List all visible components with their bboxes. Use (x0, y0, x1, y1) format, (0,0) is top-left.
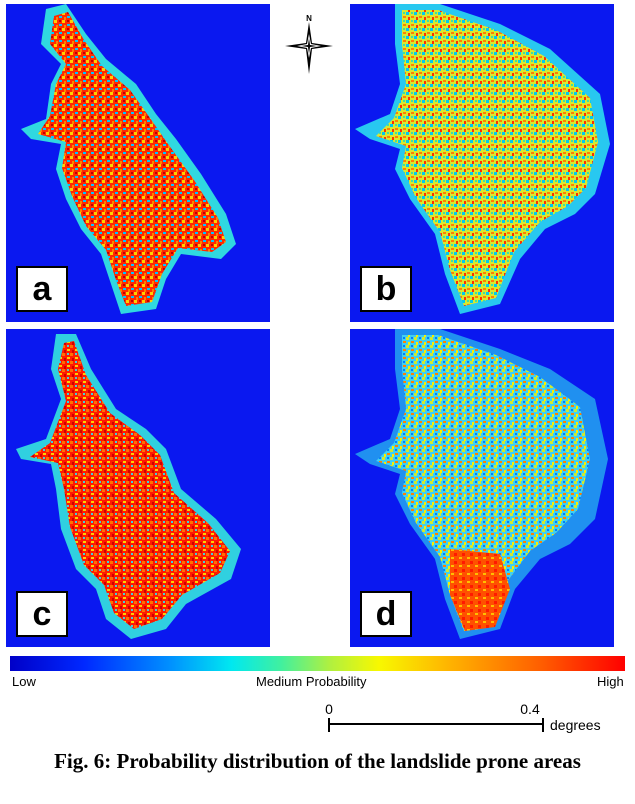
scale-bar: 0 0.4 degrees (325, 701, 601, 733)
landslide-map-c (16, 334, 241, 639)
scale-start-label: 0 (325, 701, 333, 717)
map-panel-b: b (350, 4, 614, 322)
panel-label-c: c (16, 591, 68, 637)
landslide-map-d (355, 329, 608, 639)
scale-unit-label: degrees (550, 717, 601, 733)
landslide-map-a (21, 4, 236, 314)
landslide-map-b (355, 4, 610, 314)
map-panel-c: c (6, 329, 270, 647)
panel-label-b: b (360, 266, 412, 312)
north-arrow: N (277, 14, 341, 78)
legend-medium-label: Medium Probability (256, 674, 367, 689)
map-panel-a: a (6, 4, 270, 322)
probability-colorbar (10, 656, 625, 671)
north-label: N (306, 14, 312, 23)
figure-caption: Fig. 6: Probability distribution of the … (54, 749, 581, 773)
legend-high-label: High (597, 674, 624, 689)
legend-low-label: Low (12, 674, 36, 689)
panel-label-a: a (16, 266, 68, 312)
scale-end-label: 0.4 (520, 701, 540, 717)
map-panel-d: d (350, 329, 614, 647)
compass-star-icon: N (285, 14, 333, 74)
panel-label-d: d (360, 591, 412, 637)
